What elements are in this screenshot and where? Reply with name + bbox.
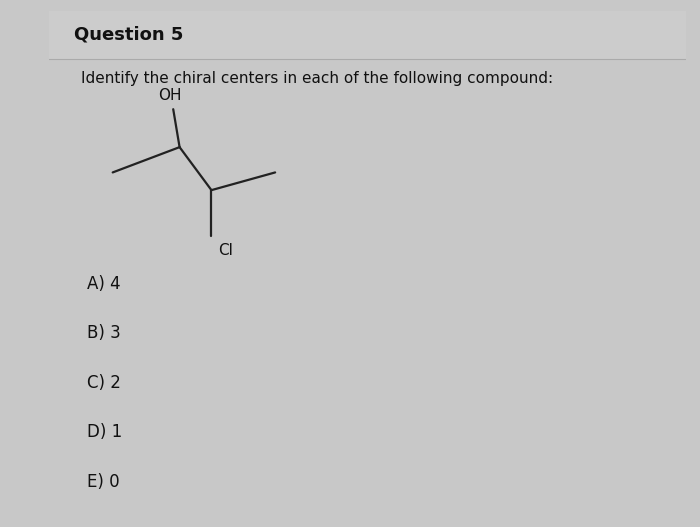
- Text: OH: OH: [158, 88, 182, 103]
- Text: Cl: Cl: [218, 243, 232, 258]
- Bar: [49, 11, 686, 58]
- Text: D) 1: D) 1: [88, 424, 122, 442]
- Text: Identify the chiral centers in each of the following compound:: Identify the chiral centers in each of t…: [81, 71, 553, 86]
- Text: C) 2: C) 2: [88, 374, 121, 392]
- Text: A) 4: A) 4: [88, 275, 121, 292]
- Text: B) 3: B) 3: [88, 324, 121, 343]
- Text: E) 0: E) 0: [88, 473, 120, 491]
- Text: Question 5: Question 5: [74, 26, 184, 44]
